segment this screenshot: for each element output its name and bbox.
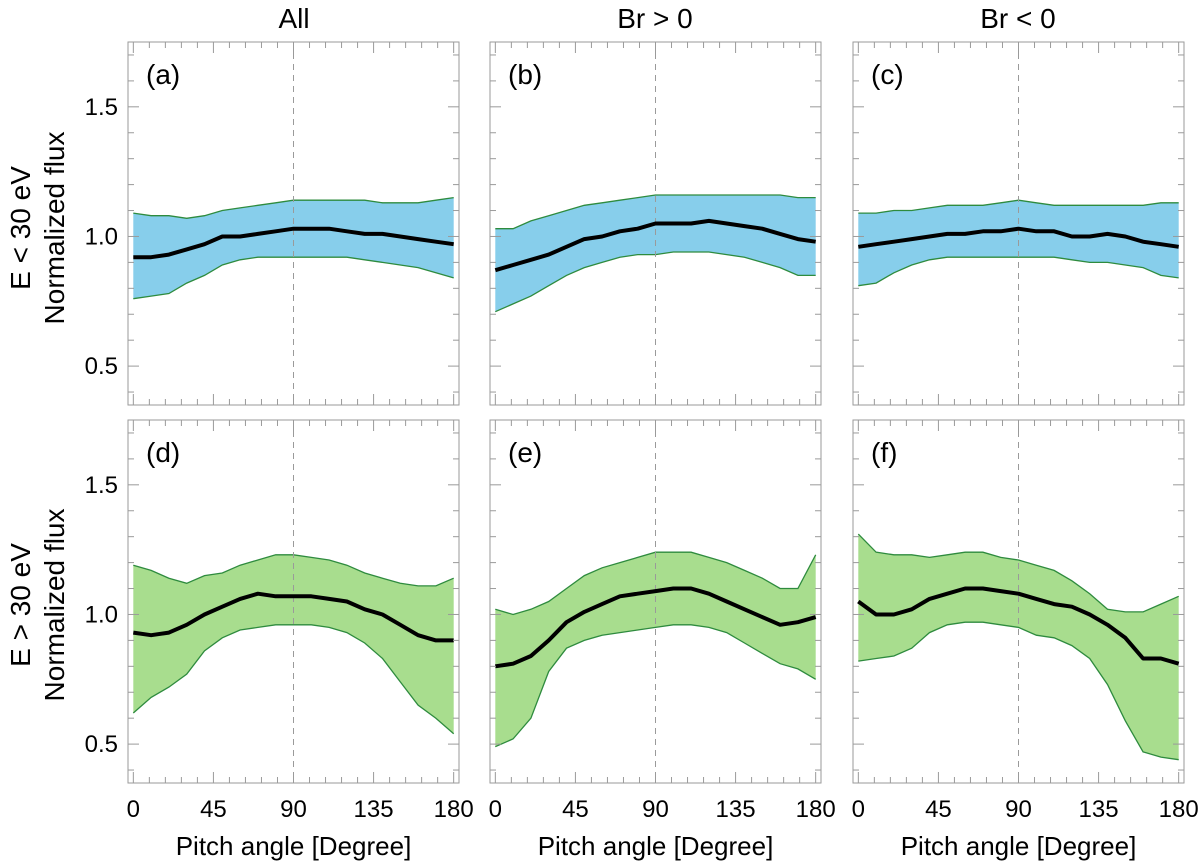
y-tick-label: 0.5: [85, 353, 118, 380]
mean-line: [857, 586, 1180, 666]
panel-label: (d): [146, 437, 180, 468]
panel-d: 0.5 1.0 1.5 0 45 90 135 180 Pitch angle [Degree]…: [85, 419, 474, 861]
band-upper-edge: [857, 533, 1179, 613]
x-tick-label: 90: [642, 796, 669, 823]
x-tick-label: 45: [200, 796, 227, 823]
panel-label: (a): [146, 59, 180, 90]
x-tick-label: 45: [925, 796, 952, 823]
mean-line: [858, 226, 1179, 249]
panel-label: (f): [871, 437, 897, 468]
panels-group: 0.5 1.0 1.5 (a) (b) (c) 0.5 1.0 1.5 0 45 90 135 180 Pi…: [85, 41, 1199, 861]
y-tick-label: 0.5: [85, 731, 118, 758]
mean-line: [495, 586, 817, 669]
band-lower-edge: [858, 621, 1179, 761]
x-tick-label: 90: [1005, 796, 1032, 823]
column-title-br-positive: Br > 0: [617, 3, 692, 34]
panel-label: (b): [508, 59, 542, 90]
column-title-br-negative: Br < 0: [980, 3, 1055, 34]
panel-b: (b): [489, 41, 822, 406]
y-tick-label: 1.0: [85, 601, 118, 628]
panel-label: (c): [871, 59, 904, 90]
panel-c: (c): [852, 41, 1185, 406]
x-tick-label: 135: [1079, 796, 1119, 823]
row-label-quantity-low: Normalized flux: [39, 132, 70, 325]
column-title-all: All: [278, 3, 309, 34]
x-axis-label: Pitch angle [Degree]: [538, 831, 774, 861]
panel-a: 0.5 1.0 1.5 (a): [85, 41, 460, 406]
x-tick-label: 0: [489, 796, 502, 823]
y-tick-label: 1.5: [85, 472, 118, 499]
x-tick-label: 90: [280, 796, 307, 823]
band-lower-edge: [495, 624, 817, 748]
band-area: [133, 554, 454, 734]
x-tick-label: 45: [562, 796, 589, 823]
panel-label: (e): [508, 437, 542, 468]
y-tick-label: 1.0: [85, 223, 118, 250]
x-tick-label: 0: [127, 796, 140, 823]
panel-f: 0 45 90 135 180 Pitch angle [Degree] (f): [852, 419, 1199, 861]
mean-line: [133, 226, 454, 260]
y-tick-label: 1.5: [85, 94, 118, 121]
mean-line: [494, 218, 816, 273]
band-lower-edge: [132, 624, 455, 735]
band-lower-edge: [858, 256, 1179, 287]
x-axis-label: Pitch angle [Degree]: [901, 831, 1137, 861]
x-tick-label: 135: [354, 796, 394, 823]
band-area: [495, 552, 816, 747]
x-tick-label: 0: [852, 796, 865, 823]
x-tick-label: 180: [434, 796, 474, 823]
mean-line: [133, 591, 454, 643]
x-axis-label: Pitch angle [Degree]: [176, 831, 412, 861]
band-area: [133, 197, 454, 299]
x-tick-label: 180: [796, 796, 836, 823]
panel-e: 0 45 90 135 180 Pitch angle [Degree] (e): [489, 419, 836, 861]
band-lower-edge: [133, 256, 454, 300]
band-upper-edge: [495, 194, 816, 230]
x-tick-label: 135: [716, 796, 756, 823]
band-area: [858, 534, 1179, 760]
row-label-energy-low: E < 30 eV: [5, 166, 36, 290]
row-label-energy-high: E > 30 eV: [5, 543, 36, 667]
x-tick-label: 180: [1159, 796, 1199, 823]
row-label-quantity-high: Normalized flux: [39, 509, 70, 702]
